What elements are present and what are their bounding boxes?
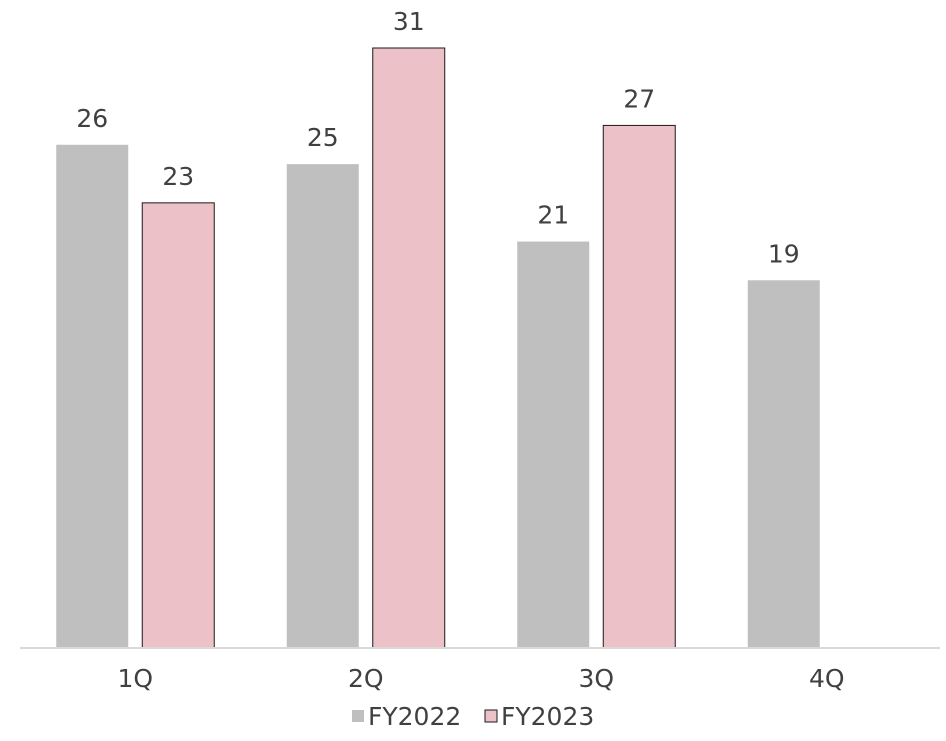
data-label-fy2022-1q: 26 bbox=[76, 104, 108, 133]
data-label-fy2023-1q: 23 bbox=[162, 162, 194, 191]
legend-swatch-fy2022 bbox=[352, 710, 364, 722]
x-tick-label-2q: 2Q bbox=[348, 664, 384, 693]
data-label-fy2022-3q: 21 bbox=[537, 201, 569, 230]
bar-fy2023-1q bbox=[141, 202, 215, 649]
data-label-fy2023-2q: 31 bbox=[393, 7, 425, 36]
legend-label-fy2022: FY2022 bbox=[368, 702, 461, 731]
bar-fy2022-4q bbox=[747, 280, 820, 648]
bar-fy2022-3q bbox=[517, 241, 590, 648]
x-tick-label-4q: 4Q bbox=[809, 664, 845, 693]
bar-fy2023-3q bbox=[602, 124, 676, 649]
legend: FY2022 FY2023 bbox=[352, 702, 594, 731]
legend-label-fy2023: FY2023 bbox=[501, 702, 594, 731]
legend-swatch-fy2023 bbox=[484, 709, 498, 723]
x-tick-label-1q: 1Q bbox=[117, 664, 153, 693]
x-tick-labels-layer: 1Q 2Q 3Q 4Q bbox=[117, 664, 844, 693]
data-label-fy2022-2q: 25 bbox=[307, 123, 339, 152]
bar-fy2022-1q bbox=[56, 144, 129, 648]
bar-fy2022-2q bbox=[286, 164, 359, 648]
data-label-fy2022-4q: 19 bbox=[768, 239, 800, 268]
data-label-fy2023-3q: 27 bbox=[623, 84, 655, 113]
x-tick-label-3q: 3Q bbox=[578, 664, 614, 693]
bars-layer bbox=[56, 47, 820, 649]
data-labels-layer: 26 23 25 31 21 27 19 bbox=[76, 7, 799, 268]
bar-fy2023-2q bbox=[372, 47, 446, 649]
